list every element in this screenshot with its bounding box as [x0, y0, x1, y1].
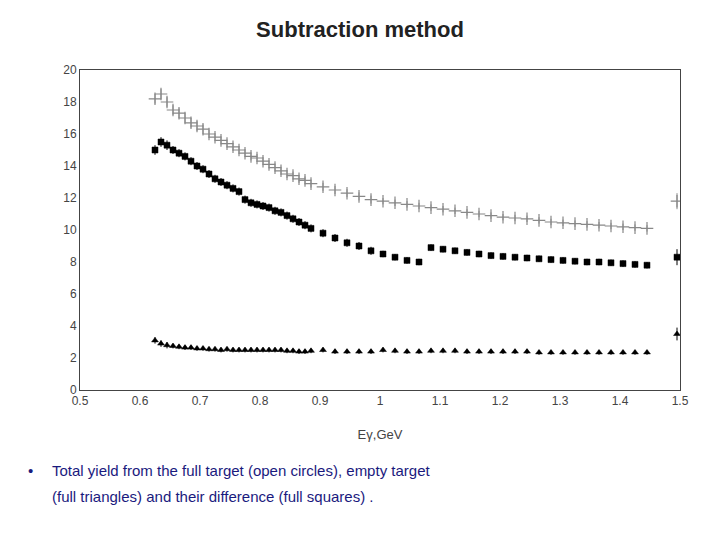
svg-text:1.1: 1.1 — [432, 394, 449, 408]
svg-text:(full triangles) and their dif: (full triangles) and their difference (f… — [52, 488, 374, 505]
svg-text:12: 12 — [63, 191, 77, 205]
svg-text:•: • — [28, 462, 33, 479]
svg-text:4: 4 — [70, 319, 77, 333]
svg-text:18: 18 — [63, 95, 77, 109]
svg-text:16: 16 — [63, 127, 77, 141]
svg-text:0.8: 0.8 — [252, 394, 269, 408]
svg-text:10: 10 — [63, 223, 77, 237]
svg-text:0.5: 0.5 — [72, 394, 89, 408]
svg-text:0.6: 0.6 — [132, 394, 149, 408]
svg-text:0: 0 — [70, 383, 77, 397]
svg-text:0.9: 0.9 — [312, 394, 329, 408]
svg-text:6: 6 — [70, 287, 77, 301]
svg-text:1.2: 1.2 — [492, 394, 509, 408]
svg-text:2: 2 — [70, 351, 77, 365]
svg-text:Subtraction method: Subtraction method — [256, 17, 464, 42]
svg-text:8: 8 — [70, 255, 77, 269]
svg-text:14: 14 — [63, 159, 77, 173]
svg-text:1.4: 1.4 — [612, 394, 629, 408]
svg-text:1.3: 1.3 — [552, 394, 569, 408]
svg-text:20: 20 — [63, 63, 77, 77]
svg-text:1.5: 1.5 — [672, 394, 689, 408]
svg-text:Eγ,GeV: Eγ,GeV — [358, 427, 403, 442]
svg-text:Total yield from the full targ: Total yield from the full target (open c… — [52, 462, 430, 479]
svg-text:0.7: 0.7 — [192, 394, 209, 408]
svg-text:1: 1 — [377, 394, 384, 408]
